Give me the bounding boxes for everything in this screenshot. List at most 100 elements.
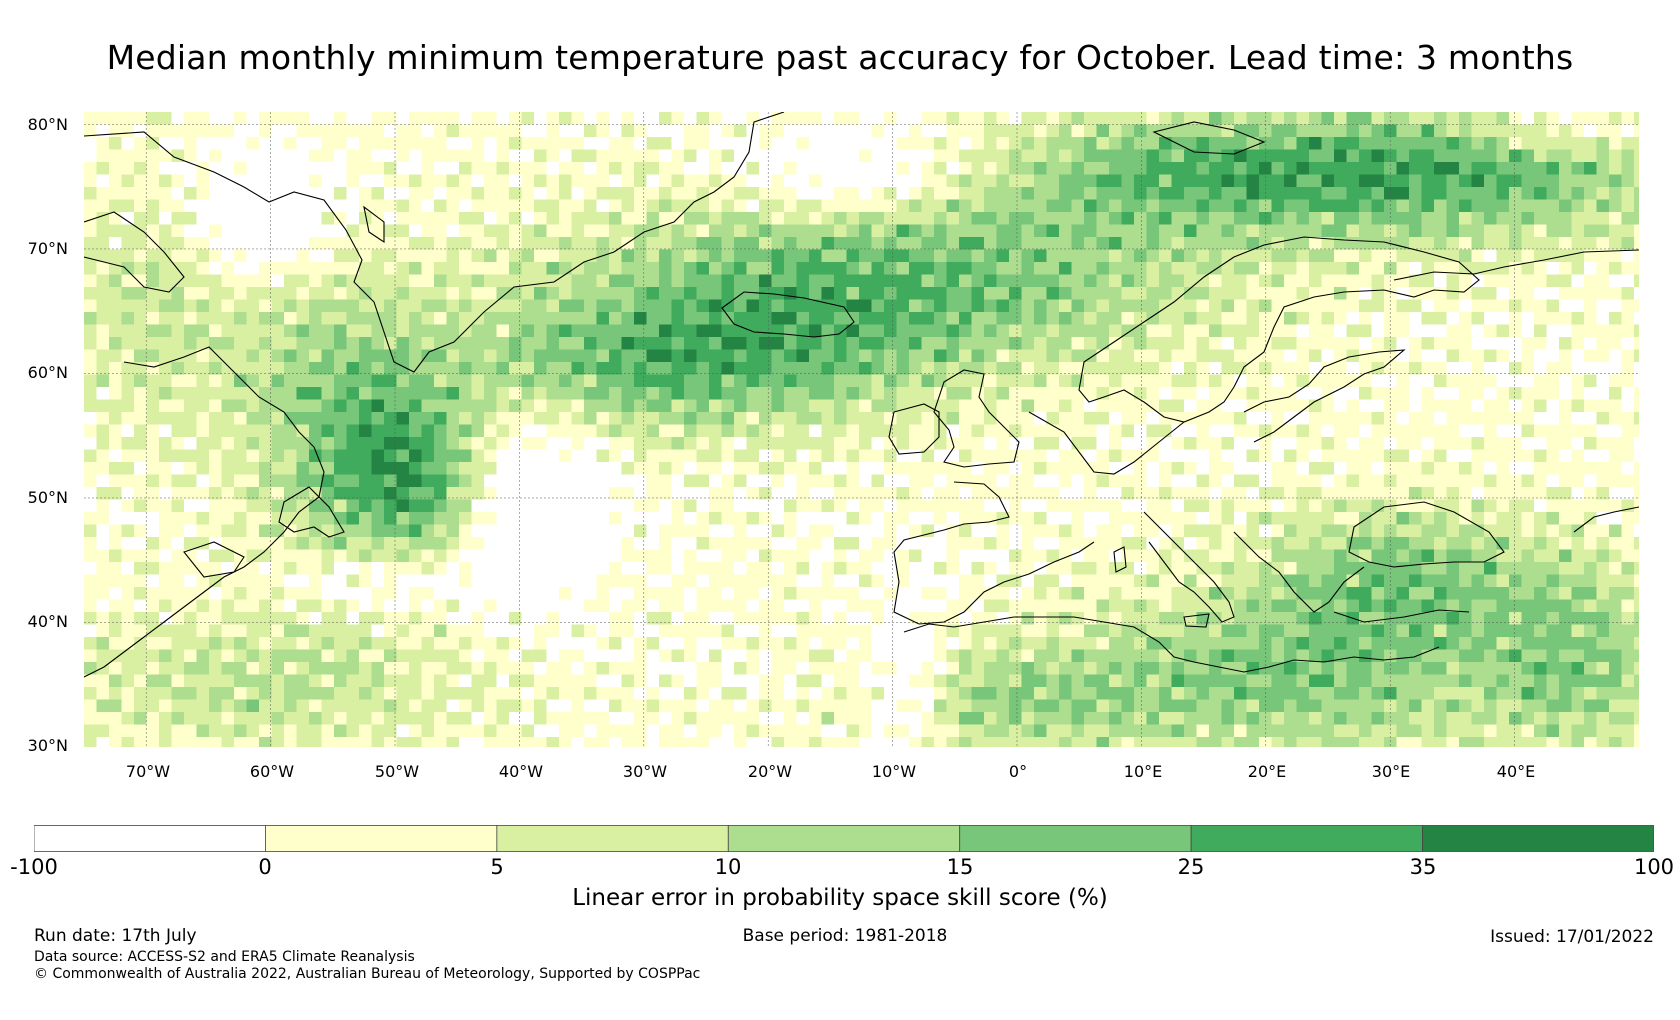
- grid-cell: [1346, 362, 1360, 375]
- grid-cell: [1309, 587, 1322, 600]
- grid-cell: [1071, 274, 1085, 288]
- grid-cell: [296, 237, 310, 250]
- grid-cell: [909, 424, 922, 438]
- grid-cell: [721, 312, 735, 325]
- grid-cell: [1121, 199, 1135, 213]
- grid-cell: [709, 337, 722, 350]
- grid-cell: [1271, 287, 1285, 300]
- grid-cell: [371, 487, 385, 500]
- grid-cell: [984, 349, 997, 363]
- grid-cell: [96, 599, 110, 613]
- grid-cell: [334, 162, 347, 175]
- grid-cell: [196, 287, 210, 300]
- grid-cell: [1509, 512, 1522, 525]
- grid-cell: [334, 399, 347, 413]
- grid-cell: [1146, 149, 1160, 163]
- grid-cell: [1496, 499, 1510, 513]
- grid-cell: [196, 387, 210, 400]
- grid-cell: [621, 174, 635, 188]
- grid-cell: [96, 574, 110, 588]
- grid-cell: [909, 537, 922, 550]
- grid-cell: [1409, 349, 1422, 363]
- grid-cell: [1271, 237, 1285, 250]
- grid-cell: [434, 137, 447, 150]
- grid-cell: [884, 474, 897, 488]
- grid-cell: [271, 374, 285, 388]
- grid-cell: [1146, 312, 1160, 325]
- grid-cell: [1259, 249, 1272, 263]
- grid-cell: [509, 112, 522, 125]
- grid-cell: [396, 187, 410, 200]
- grid-cell: [884, 574, 897, 588]
- grid-cell: [121, 424, 135, 438]
- grid-cell: [1271, 199, 1285, 213]
- grid-cell: [621, 137, 635, 150]
- grid-cell: [946, 424, 960, 438]
- grid-cell: [271, 412, 285, 425]
- grid-cell: [1409, 149, 1422, 163]
- grid-cell: [1459, 424, 1472, 438]
- grid-cell: [384, 149, 397, 163]
- grid-cell: [971, 287, 985, 300]
- grid-cell: [1484, 237, 1497, 250]
- grid-cell: [1159, 424, 1172, 438]
- grid-cell: [1384, 424, 1397, 438]
- grid-cell: [1584, 249, 1597, 263]
- grid-cell: [1559, 337, 1572, 350]
- grid-cell: [1246, 449, 1260, 463]
- grid-cell: [984, 112, 997, 125]
- grid-cell: [1259, 162, 1272, 175]
- grid-cell: [434, 262, 447, 275]
- grid-cell: [371, 124, 385, 138]
- grid-cell: [146, 587, 160, 600]
- grid-cell: [946, 312, 960, 325]
- grid-cell: [1496, 474, 1510, 488]
- grid-cell: [534, 249, 547, 263]
- grid-cell: [934, 487, 947, 500]
- grid-cell: [184, 324, 197, 338]
- grid-cell: [259, 549, 272, 563]
- grid-cell: [1509, 224, 1522, 238]
- grid-cell: [1096, 549, 1110, 563]
- grid-cell: [296, 524, 310, 538]
- grid-cell: [759, 199, 772, 213]
- grid-cell: [946, 399, 960, 413]
- grid-cell: [1346, 512, 1360, 525]
- grid-cell: [1509, 249, 1522, 263]
- grid-cell: [1184, 562, 1197, 575]
- grid-cell: [559, 424, 572, 438]
- grid-cell: [84, 237, 97, 250]
- grid-cell: [1134, 187, 1147, 200]
- grid-cell: [1496, 112, 1510, 125]
- grid-cell: [871, 587, 885, 600]
- grid-cell: [421, 237, 435, 250]
- grid-cell: [1559, 124, 1572, 138]
- grid-cell: [84, 462, 97, 475]
- grid-cell: [259, 574, 272, 588]
- grid-cell: [1046, 324, 1060, 338]
- grid-cell: [1471, 449, 1485, 463]
- grid-cell: [1059, 199, 1072, 213]
- grid-cell: [1296, 299, 1310, 313]
- grid-cell: [784, 574, 797, 588]
- grid-cell: [1409, 474, 1422, 488]
- grid-cell: [721, 224, 735, 238]
- grid-cell: [546, 599, 560, 613]
- grid-cell: [709, 437, 722, 450]
- grid-cell: [1471, 424, 1485, 438]
- grid-cell: [446, 549, 460, 563]
- grid-cell: [1446, 262, 1460, 275]
- grid-cell: [1634, 249, 1639, 263]
- grid-cell: [1209, 524, 1222, 538]
- grid-cell: [446, 574, 460, 588]
- grid-cell: [1596, 149, 1610, 163]
- grid-cell: [521, 212, 535, 225]
- grid-cell: [1321, 599, 1335, 613]
- grid-cell: [246, 187, 260, 200]
- grid-cell: [959, 312, 972, 325]
- grid-cell: [321, 362, 335, 375]
- grid-cell: [284, 587, 297, 600]
- grid-cell: [1534, 149, 1547, 163]
- grid-cell: [1571, 599, 1585, 613]
- grid-cell: [596, 112, 610, 125]
